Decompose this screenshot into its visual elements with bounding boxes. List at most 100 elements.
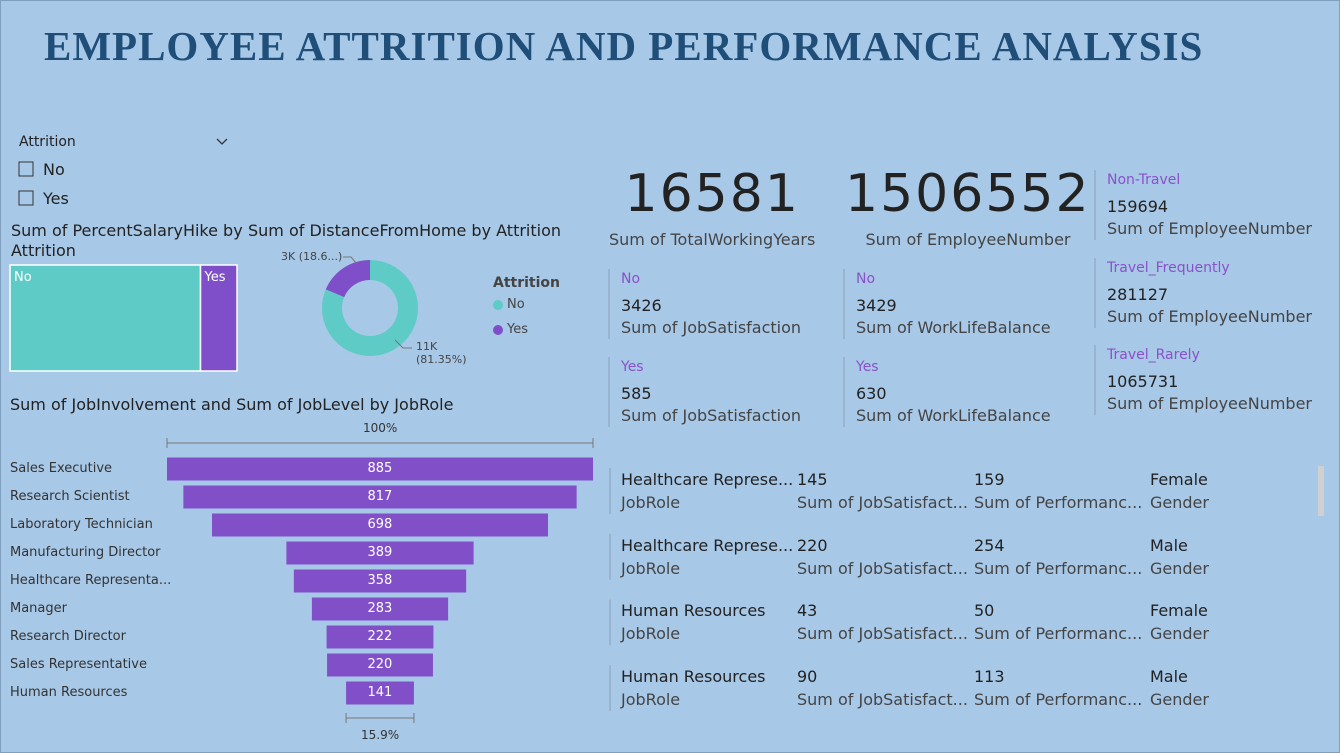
slicer-chevron[interactable]	[216, 138, 228, 145]
funnel-label: 100%	[363, 421, 398, 435]
card-category: Travel_Frequently	[1107, 260, 1230, 276]
table-label: Sum of Performanc...	[974, 690, 1143, 710]
kpi-value: 16581	[624, 164, 800, 224]
table-value: Male	[1150, 535, 1188, 555]
data-label: 817	[367, 489, 393, 504]
card-label: Sum of EmployeeNumber	[1107, 219, 1312, 238]
table-value: Healthcare Represe...	[621, 535, 794, 555]
data-label: 389	[367, 545, 393, 560]
table-label: JobRole	[621, 493, 681, 512]
data-label: 11K (81.35%)	[416, 340, 467, 367]
table-value: Female	[1150, 470, 1208, 489]
table-value: 90	[797, 667, 818, 687]
data-label: 220	[367, 657, 393, 672]
table-value: 220	[797, 535, 828, 555]
category-label: Research Scientist	[10, 489, 130, 504]
data-label: 141	[367, 685, 393, 700]
table-label: Sum of Performanc...	[974, 493, 1143, 512]
tile-label: Yes	[204, 270, 226, 285]
card-category: Travel_Rarely	[1107, 347, 1200, 363]
data-label: 3K (18.6...)	[281, 250, 343, 263]
card-value: 630	[856, 384, 887, 403]
table-value: Healthcare Represe...	[621, 470, 794, 489]
card-category: Yes	[856, 359, 879, 375]
card-value: 585	[621, 384, 652, 403]
table-label: JobRole	[621, 624, 681, 644]
card-category: Yes	[621, 359, 644, 375]
category-label: Human Resources	[10, 685, 128, 700]
funnel-bar	[293, 569, 467, 593]
category-label: Healthcare Representa...	[10, 573, 172, 588]
kpi-label: Sum of TotalWorkingYears	[609, 230, 816, 249]
table-value: Female	[1150, 601, 1208, 621]
table-label: JobRole	[621, 558, 681, 578]
tile-label: No	[14, 270, 32, 285]
funnel-bracket	[345, 713, 415, 723]
slicer-option[interactable]: No	[43, 160, 65, 179]
table-label: Gender	[1150, 558, 1209, 578]
funnel-bar	[183, 485, 577, 509]
table-value: 159	[974, 470, 1005, 489]
data-label: 698	[367, 517, 393, 532]
funnel-bar	[311, 597, 449, 621]
table-value: Human Resources	[621, 601, 766, 621]
data-label: 222	[367, 629, 393, 644]
card-label: Sum of WorkLifeBalance	[856, 406, 1051, 425]
table-label: Sum of JobSatisfact...	[797, 493, 968, 512]
chart-title: Sum of DistanceFromHome by Attrition	[248, 221, 562, 240]
kpi-value: 1506552	[845, 164, 1091, 224]
table-label: Gender	[1150, 690, 1209, 710]
table-label: Sum of Performanc...	[974, 558, 1143, 578]
slicer-title[interactable]: Attrition	[19, 134, 76, 150]
category-label: Research Director	[10, 629, 126, 644]
funnel-bar	[286, 541, 474, 565]
card-value: 281127	[1107, 285, 1169, 304]
table-value: 145	[797, 470, 828, 489]
table-value: 50	[974, 601, 995, 621]
funnel-bar	[326, 625, 434, 649]
dashboard-title: EMPLOYEE ATTRITION AND PERFORMANCE ANALY…	[44, 23, 1204, 69]
funnel-bar	[167, 457, 593, 481]
card-value: 3426	[621, 296, 662, 315]
table-label: Sum of JobSatisfact...	[797, 624, 968, 644]
legend-marker	[493, 300, 503, 310]
table-value: 43	[797, 601, 818, 621]
table-value: Human Resources	[621, 667, 766, 687]
data-label: 283	[367, 601, 393, 616]
treemap-tile	[199, 264, 238, 372]
card-label: Sum of EmployeeNumber	[1107, 307, 1312, 326]
category-label: Manager	[10, 601, 67, 616]
donut-slice	[322, 260, 418, 357]
checkbox[interactable]	[18, 190, 34, 206]
card-category: No	[856, 271, 876, 287]
funnel-bar	[212, 513, 548, 537]
card-category: Non-Travel	[1107, 172, 1181, 188]
card-value: 3429	[856, 296, 897, 315]
table-label: Sum of JobSatisfact...	[797, 558, 968, 578]
table-label: Gender	[1150, 493, 1209, 512]
category-label: Sales Representative	[10, 657, 147, 672]
category-label: Laboratory Technician	[10, 517, 153, 532]
chart-title: Sum of JobInvolvement and Sum of JobLeve…	[10, 395, 454, 414]
legend-label: Yes	[507, 322, 528, 337]
card-category: No	[621, 271, 641, 287]
legend-label: No	[507, 297, 525, 312]
category-label: Sales Executive	[10, 461, 113, 476]
card-label: Sum of WorkLifeBalance	[856, 318, 1051, 337]
funnel-bracket	[166, 438, 594, 448]
table-value: Male	[1150, 667, 1188, 687]
card-value: 159694	[1107, 197, 1169, 216]
data-label: 358	[367, 573, 393, 588]
scrollbar[interactable]	[1318, 466, 1324, 516]
card-label: Sum of JobSatisfaction	[621, 406, 802, 425]
funnel-bar	[327, 653, 433, 677]
slicer-option[interactable]: Yes	[43, 189, 69, 208]
card-label: Sum of EmployeeNumber	[1107, 394, 1312, 413]
table-label: Gender	[1150, 624, 1209, 644]
checkbox[interactable]	[18, 161, 34, 177]
card-value: 1065731	[1107, 372, 1179, 391]
leader-line	[394, 339, 412, 349]
table-label: Sum of Performanc...	[974, 624, 1143, 644]
